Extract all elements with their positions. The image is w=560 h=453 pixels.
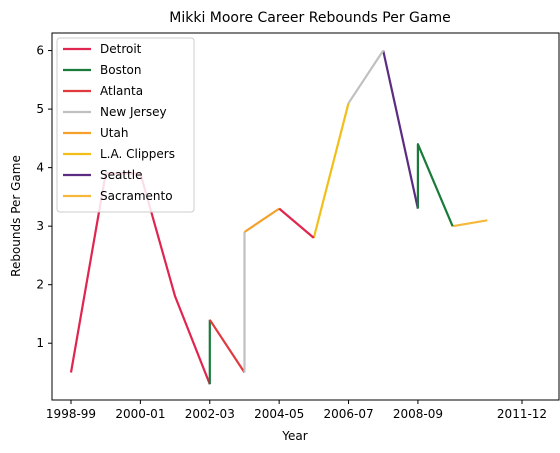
x-tick-label: 2000-01 <box>115 407 165 421</box>
legend-box <box>56 37 195 213</box>
x-tick-label: 2004-05 <box>254 407 304 421</box>
series-segment-2 <box>347 49 385 104</box>
y-tick-label: 4 <box>36 161 44 175</box>
x-axis: 1998-99 2000-01 2002-03 2004-05 2006-07 2008-… <box>46 400 547 421</box>
series-line-seattle <box>382 50 419 209</box>
y-tick-label: 5 <box>36 102 44 116</box>
y-axis-label: Rebounds Per Game <box>9 155 23 277</box>
y-tick-label: 1 <box>36 336 44 350</box>
legend-label: New Jersey <box>100 105 167 119</box>
y-axis: 1 2 3 4 5 6 <box>36 44 52 350</box>
y-tick-label: 2 <box>36 278 44 292</box>
x-tick-label: 1998-99 <box>46 407 96 421</box>
y-tick-label: 6 <box>36 44 44 58</box>
legend-label: Atlanta <box>100 84 143 98</box>
series-segment-1 <box>278 207 315 239</box>
series-segment-3 <box>416 143 454 227</box>
series-line-utah <box>243 207 280 233</box>
series-line-l-a-clippers <box>312 102 350 239</box>
legend-label: Detroit <box>100 42 142 56</box>
legend-label: Sacramento <box>100 189 173 203</box>
legend-label: Boston <box>100 63 141 77</box>
legend: Detroit Boston Atlanta New Jersey Utah L.A. C… <box>56 37 195 213</box>
chart-title: Mikki Moore Career Rebounds Per Game <box>169 10 450 26</box>
x-axis-label: Year <box>281 429 307 443</box>
x-tick-label: 2011-12 <box>497 407 547 421</box>
plot-frame <box>51 32 560 401</box>
x-tick-label: 2008-09 <box>393 407 443 421</box>
series-line-sacramento <box>452 219 488 228</box>
legend-label: L.A. Clippers <box>100 147 175 161</box>
legend-label: Seattle <box>100 168 142 182</box>
y-tick-label: 3 <box>36 219 44 233</box>
series-line-atlanta <box>208 319 246 374</box>
x-tick-label: 2006-07 <box>323 407 373 421</box>
x-tick-label: 2002-03 <box>185 407 235 421</box>
legend-label: Utah <box>100 126 128 140</box>
